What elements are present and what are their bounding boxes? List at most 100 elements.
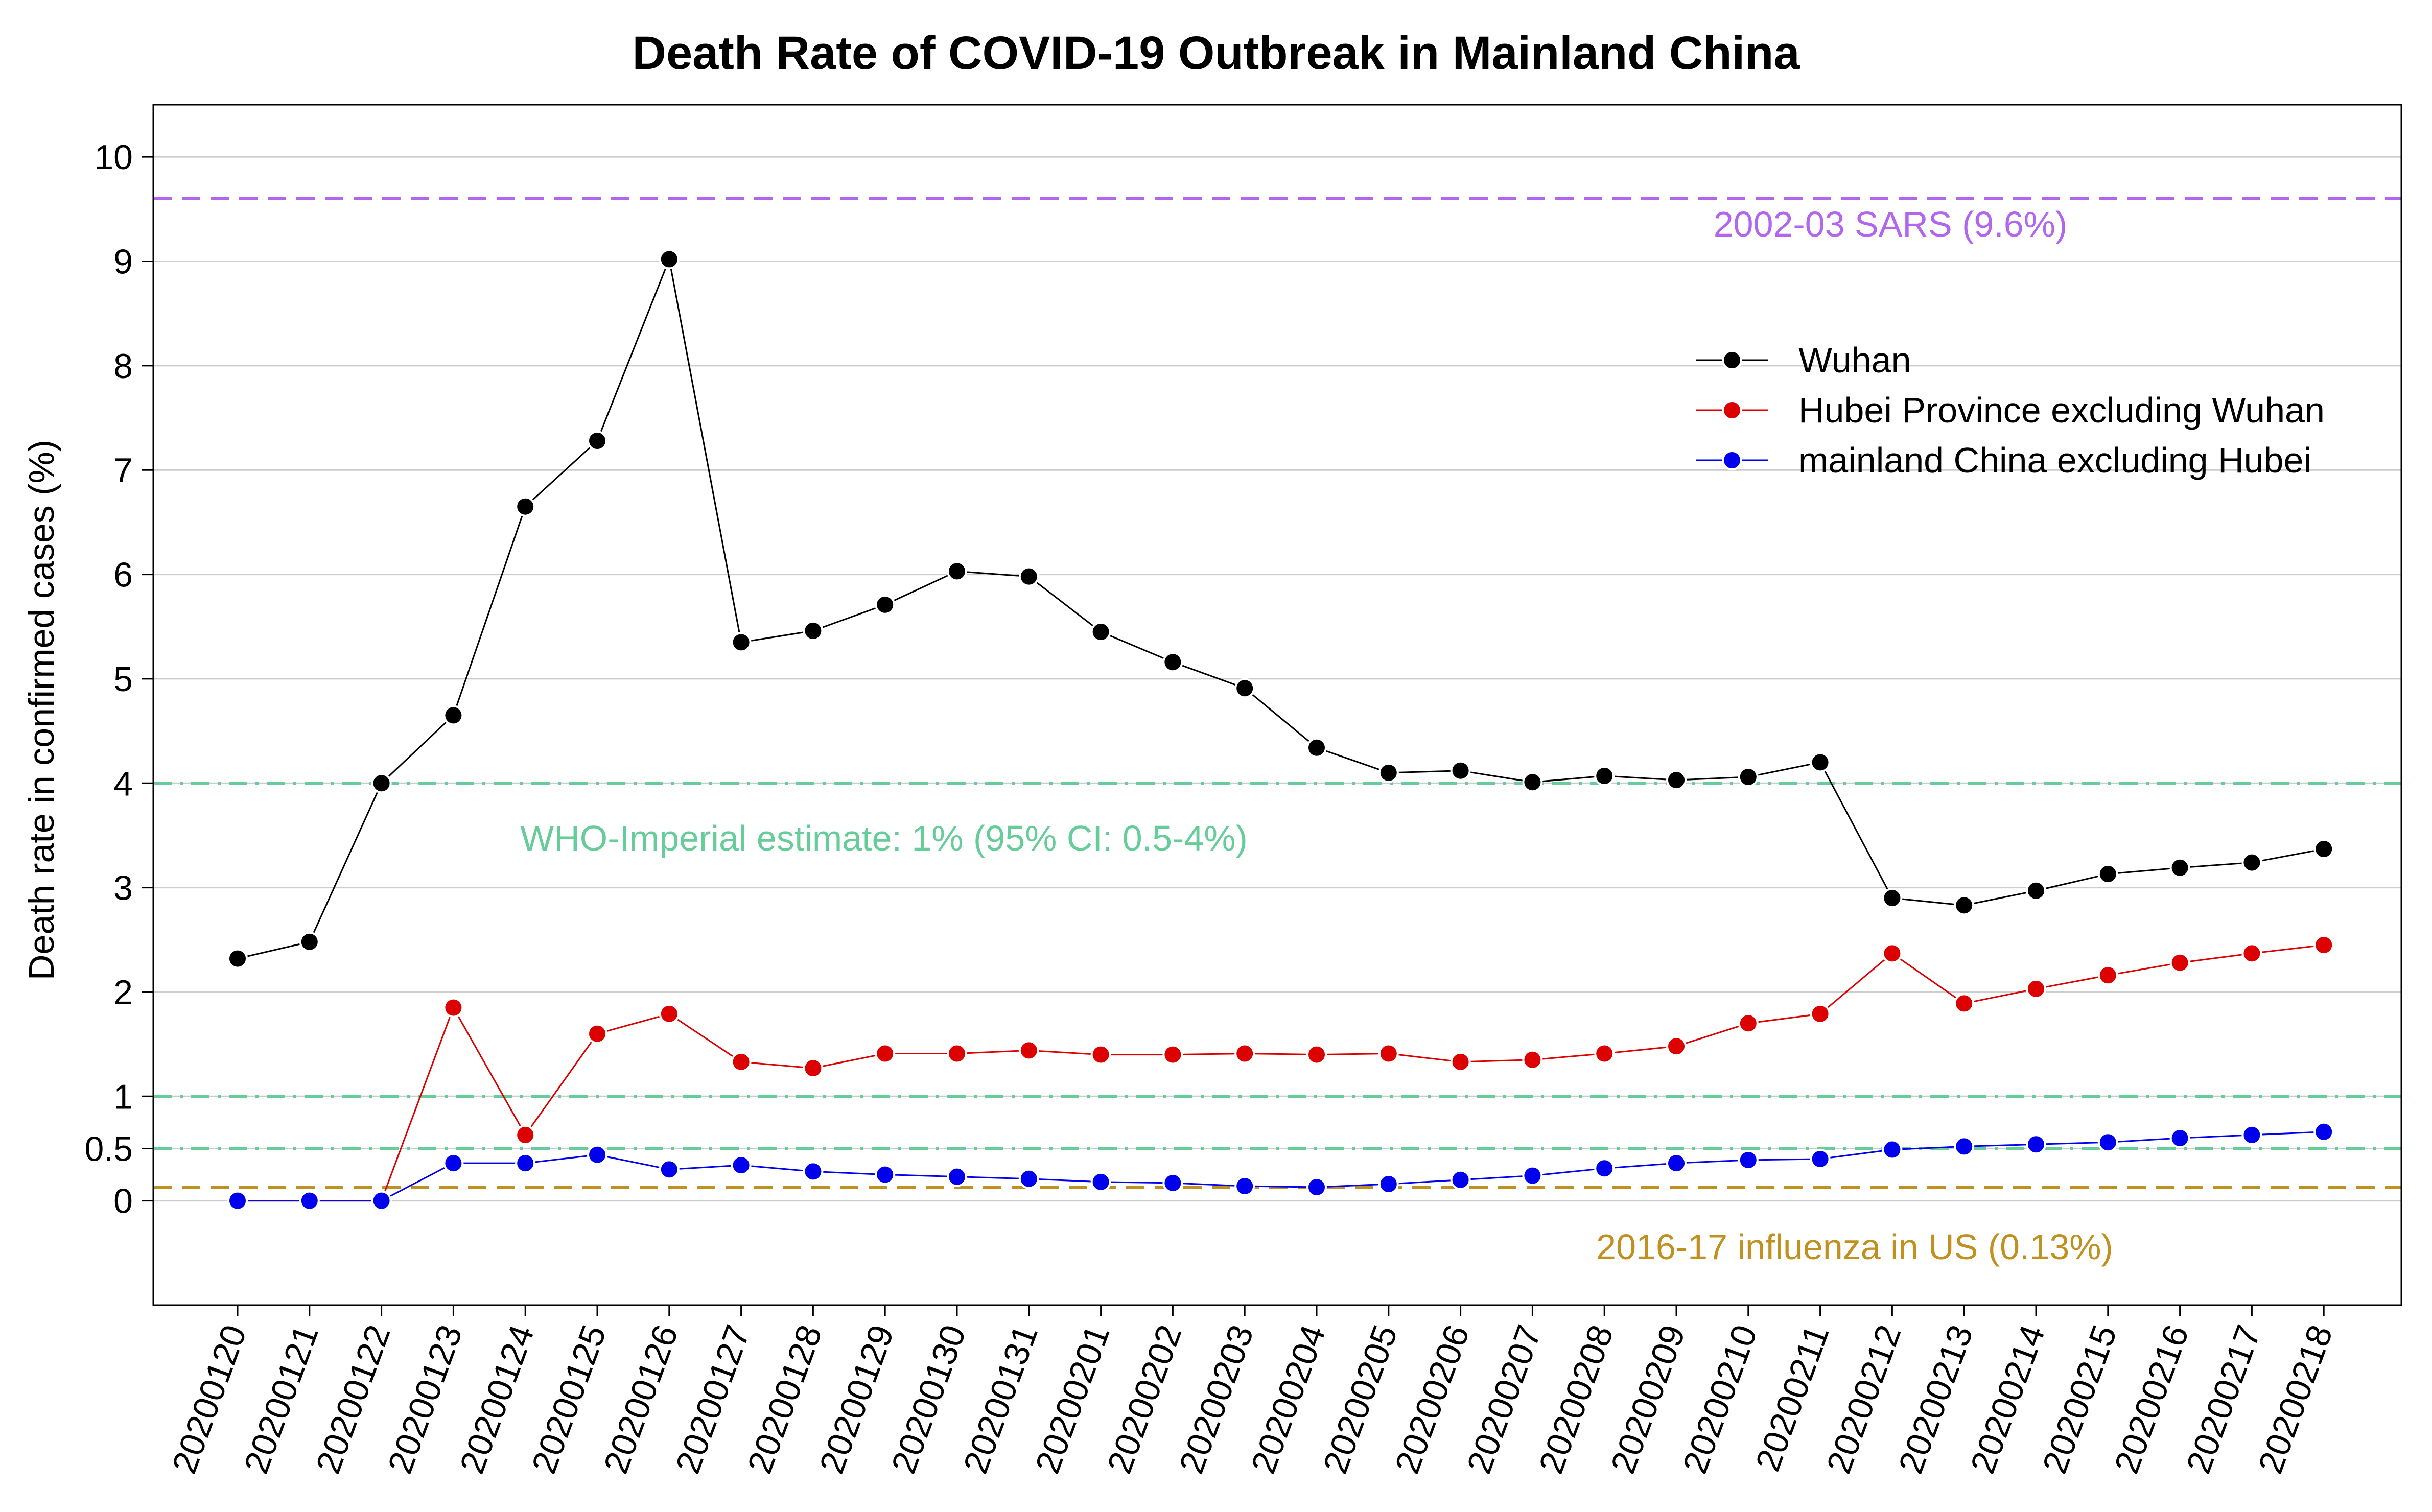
- data-point: [731, 1155, 752, 1176]
- data-point: [587, 431, 607, 451]
- data-point: [803, 620, 824, 641]
- data-point: [1594, 1043, 1615, 1064]
- data-point: [1810, 1003, 1831, 1024]
- plot-frame: [152, 104, 2402, 1306]
- series-layer: [227, 249, 2334, 1211]
- data-point: [2026, 880, 2046, 901]
- data-point: [1666, 770, 1687, 791]
- data-point: [1234, 1043, 1255, 1064]
- data-point: [1018, 1040, 1039, 1061]
- y-tick-label: 0: [113, 1182, 133, 1221]
- y-tick-label: 1: [113, 1077, 133, 1116]
- data-point: [2313, 839, 2334, 859]
- y-axis-ticks: 0 0.5 1 2 3 4 5 6 7 8 9 10: [84, 138, 153, 1221]
- series-line: [238, 1131, 2324, 1202]
- data-point: [371, 1190, 392, 1211]
- y-tick-label: 3: [113, 869, 133, 908]
- data-point: [947, 561, 967, 582]
- data-point: [1666, 1036, 1687, 1057]
- y-tick-label: 2: [113, 973, 133, 1012]
- legend-marker: [1722, 450, 1742, 470]
- legend-item: mainland China excluding Hubei: [1696, 440, 2311, 480]
- data-point: [803, 1161, 824, 1182]
- y-axis-label: Death rate in confirmed cases (%): [21, 440, 61, 980]
- data-point: [875, 1043, 896, 1064]
- data-point: [2241, 852, 2262, 873]
- data-point: [659, 1159, 680, 1180]
- data-point: [2169, 952, 2190, 973]
- data-point: [1306, 1044, 1327, 1065]
- legend-marker: [1722, 350, 1742, 370]
- data-point: [515, 496, 536, 517]
- data-point: [299, 931, 320, 952]
- data-point: [371, 773, 392, 794]
- reference-label: WHO-Imperial estimate: 1% (95% CI: 0.5-4…: [520, 818, 1248, 858]
- data-point: [659, 1003, 680, 1024]
- data-point: [1306, 1177, 1327, 1198]
- data-point: [875, 594, 896, 615]
- data-point: [1738, 1013, 1759, 1034]
- legend-item: Wuhan: [1696, 340, 1911, 380]
- y-tick-label: 6: [113, 556, 133, 595]
- data-point: [803, 1058, 824, 1079]
- data-point: [1306, 737, 1327, 758]
- y-tick-label: 10: [94, 138, 133, 177]
- data-point: [1378, 1043, 1399, 1064]
- data-point: [1450, 1051, 1471, 1072]
- data-point: [1378, 762, 1399, 783]
- data-point: [947, 1043, 967, 1064]
- series: [227, 935, 2334, 1211]
- data-point: [1738, 1149, 1759, 1170]
- data-point: [1162, 652, 1183, 673]
- chart-title: Death Rate of COVID-19 Outbreak in Mainl…: [633, 27, 1800, 79]
- data-point: [1810, 1148, 1831, 1169]
- data-point: [875, 1164, 896, 1185]
- reference-lines: 2002-03 SARS (9.6%) WHO-Imperial estimate…: [153, 197, 2401, 1267]
- data-point: [1162, 1172, 1183, 1193]
- data-point: [1090, 621, 1111, 642]
- data-point: [1954, 993, 1975, 1014]
- data-point: [1234, 678, 1255, 699]
- data-point: [1594, 765, 1615, 786]
- data-point: [1018, 1168, 1039, 1189]
- data-point: [2097, 864, 2118, 885]
- y-tick-label: 0.5: [84, 1129, 133, 1168]
- series-line: [237, 256, 2324, 960]
- data-point: [1522, 772, 1543, 793]
- grid-lines: [153, 156, 2401, 1202]
- legend: Wuhan Hubei Province excluding Wuhan mainl…: [1696, 340, 2325, 480]
- series: [227, 249, 2334, 969]
- data-point: [947, 1166, 967, 1187]
- data-point: [659, 249, 680, 270]
- data-point: [2169, 1128, 2190, 1149]
- data-point: [1234, 1176, 1255, 1197]
- data-point: [1522, 1049, 1543, 1070]
- data-point: [299, 1190, 320, 1211]
- data-point: [443, 997, 464, 1018]
- data-point: [731, 632, 752, 653]
- data-point: [2241, 1124, 2262, 1145]
- legend-label: Wuhan: [1798, 340, 1911, 380]
- data-point: [1378, 1173, 1399, 1194]
- data-point: [2241, 943, 2262, 964]
- y-tick-label: 5: [113, 660, 133, 699]
- data-point: [2313, 935, 2334, 955]
- data-point: [1882, 943, 1903, 964]
- data-point: [1738, 767, 1759, 787]
- series-line: [238, 944, 2324, 1202]
- data-point: [1666, 1153, 1687, 1174]
- y-tick-label: 8: [113, 347, 133, 386]
- data-point: [1882, 888, 1903, 909]
- y-tick-label: 4: [113, 764, 133, 803]
- data-point: [443, 705, 464, 726]
- data-point: [1090, 1044, 1111, 1065]
- data-point: [1594, 1158, 1615, 1179]
- data-point: [1954, 1136, 1975, 1157]
- y-tick-label: 9: [113, 243, 133, 281]
- y-tick-label: 7: [113, 451, 133, 490]
- reference-label: 2002-03 SARS (9.6%): [1714, 204, 2068, 244]
- data-point: [587, 1023, 607, 1044]
- data-point: [1450, 1169, 1471, 1190]
- data-point: [2026, 978, 2046, 999]
